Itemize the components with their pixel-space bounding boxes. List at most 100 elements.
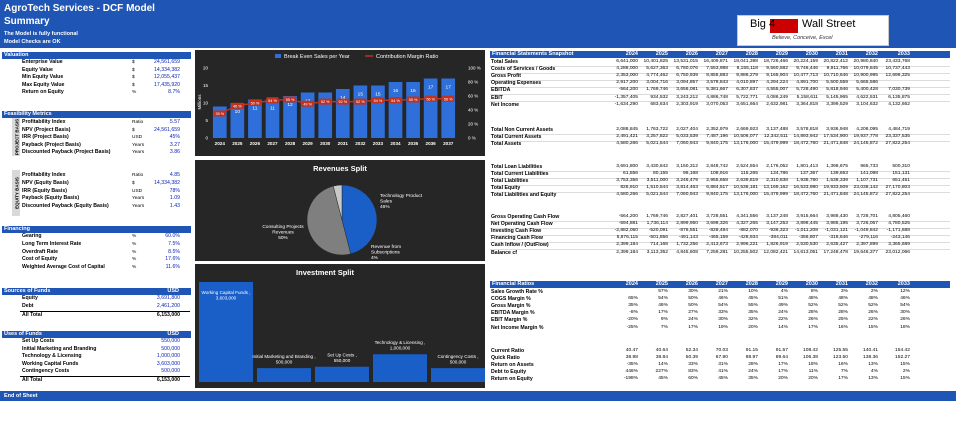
table-cell: 1,732,256 (676, 242, 698, 248)
uses-header: Uses of Funds USD (2, 331, 191, 338)
table-cell: 3,726,057 (856, 221, 878, 227)
ratio-row-label: Debt to Equity (491, 369, 527, 376)
table-cell: 2,524,554 (736, 164, 758, 169)
bar-value-label: 10 (235, 109, 241, 115)
equity-metric-row-unit: Ratio (132, 173, 144, 178)
x-tick-label: 2032 (355, 141, 366, 146)
table-cell: 5,400,428 (856, 87, 878, 93)
table-cell: 3,915,664 (796, 214, 818, 219)
valuation-header: Valuation (2, 52, 191, 59)
table-cell: -594,881 (618, 221, 638, 227)
table-cell: 2% (902, 369, 910, 375)
x-tick-label: 2029 (303, 141, 314, 146)
table-cell: 27,822,254 (885, 192, 910, 198)
feasibility-header: Feasibility Metrics (2, 111, 191, 118)
table-cell: 3,113,352 (646, 249, 668, 255)
ratio-row-label: Quick Ratio (491, 355, 520, 362)
bar-value-label: 12 (287, 102, 293, 108)
table-cell: 8,855,883 (706, 73, 728, 79)
use-row: Technology & Licensing 1,000,000 (20, 353, 190, 360)
equity-metric-row-unit: $ (132, 180, 135, 186)
year-header: 2029 (775, 281, 788, 287)
table-cell: 50% (688, 303, 698, 309)
table-cell: 9,911,766 (826, 66, 848, 72)
table-cell: -882,070 (738, 228, 758, 234)
financing-row-unit: % (132, 241, 137, 247)
bar (423, 78, 438, 138)
investment-split-panel: Investment Split Working Capital Funds ,3… (195, 264, 485, 388)
table-cell: 3,365,689 (888, 242, 910, 248)
snapshot-row: Balance cf 2,399,184 3,113,352 4,845,608 7,2… (490, 250, 950, 256)
legend-label-line: Contribution Margin Ratio (376, 54, 438, 60)
financing-row-value: 60.0% (165, 233, 180, 239)
use-row-label: Set Up Costs (22, 338, 55, 344)
y-tick-label: 15 (203, 83, 209, 88)
table-cell: 7,030,739 (888, 87, 910, 93)
project-metric-row-value: 3.86 (169, 149, 180, 155)
logo-tagline: Believe, Conceive, Excel (772, 35, 833, 41)
table-cell: 17% (658, 310, 668, 316)
table-cell: 1,736,114 (646, 221, 668, 227)
table-cell: 22% (868, 317, 878, 323)
ratio-row-label: Net Income Margin % (491, 324, 544, 331)
table-cell: 7% (840, 369, 848, 375)
table-cell: 10,079,845 (853, 66, 878, 72)
ratio-row: Sales Growth Rate % 57% 30% 21% 10% 4% 8% 3% 2% 1… (490, 289, 950, 295)
snapshot-row-label: Gross Profit (491, 73, 521, 80)
snapshot-row: Total Liabilities and Equity 4,580,266 5,0… (490, 192, 950, 198)
use-row-label: Working Capital Funds (22, 360, 79, 367)
table-cell: 17% (838, 376, 848, 382)
sources-total-row-label: All Total (22, 312, 43, 318)
snapshot-row-label: Net Operating Cash Flow (491, 221, 553, 228)
table-cell: 89.64 (775, 355, 788, 361)
pie-slice (341, 184, 378, 255)
table-cell: 30% (718, 317, 728, 323)
project-metric-row-unit: USD (132, 135, 143, 140)
header-banner: AgroTech Services - DCF Model Summary Th… (0, 0, 956, 48)
pie-slice (332, 184, 343, 221)
table-cell: 1,538,339 (826, 178, 848, 184)
financing-row-label: Gearing (22, 233, 42, 239)
snapshot-row-label: Total Assets (491, 141, 522, 148)
status-functional: The Model is fully functional (4, 31, 78, 37)
row-divider (490, 170, 950, 172)
bar-value-label: 17 (446, 85, 452, 91)
valuation-row-value: 17,435,920 (154, 81, 180, 88)
table-cell: 4,010,897 (736, 80, 758, 86)
y2-tick-label: 0 % (468, 136, 476, 141)
margin-point-label-box (336, 98, 349, 105)
table-cell: -564,200 (618, 214, 638, 219)
snapshot-row: Total Current Assets 2,491,421 3,257,822 5,… (490, 134, 950, 140)
snapshot-row-label: Cash Inflow / (OutFlow) (491, 242, 549, 249)
project-metric-row-value: 24,561,659 (154, 126, 180, 133)
snapshot-row: Net Operating Cash Flow -594,881 1,736,114… (490, 221, 950, 227)
margin-point-label-box (266, 97, 279, 104)
source-row-label: Equity (22, 295, 38, 301)
table-cell: 1,769,746 (646, 214, 668, 219)
sources-header-currency: USD (167, 288, 179, 294)
snapshot-row-label: Balance cf (491, 249, 517, 256)
table-cell: 2,399,184 (616, 242, 638, 248)
table-cell: 38.98 (625, 355, 638, 361)
table-cell: -936,323 (768, 228, 788, 234)
table-cell: 10% (748, 289, 758, 294)
table-cell: 8,155,118 (736, 66, 758, 72)
table-cell: 12,082,421 (763, 249, 788, 255)
valuation-row-unit: % (132, 90, 137, 95)
table-cell: 52.34 (685, 348, 698, 353)
table-cell: -356,807 (798, 235, 818, 241)
table-cell: 4,327,265 (736, 221, 758, 227)
table-cell: 3,243,212 (676, 94, 698, 100)
year-header: 2033 (897, 281, 910, 287)
ratio-row-label: EBITDA Margin % (491, 310, 535, 317)
table-cell: 10,737,443 (885, 66, 910, 72)
table-cell: 826,910 (620, 185, 638, 191)
table-cell: 50% (688, 296, 698, 302)
year-header: 2032 (865, 51, 878, 57)
use-row-label: Initial Marketing and Branding (22, 345, 97, 352)
ratio-row-label: EBIT Margin % (491, 317, 528, 324)
snapshot-row-label: Investing Cash Flow (491, 228, 542, 235)
table-cell: 52% (868, 303, 878, 309)
snapshot-row-label: EBITDA (491, 87, 511, 94)
table-cell: 17% (688, 324, 698, 330)
